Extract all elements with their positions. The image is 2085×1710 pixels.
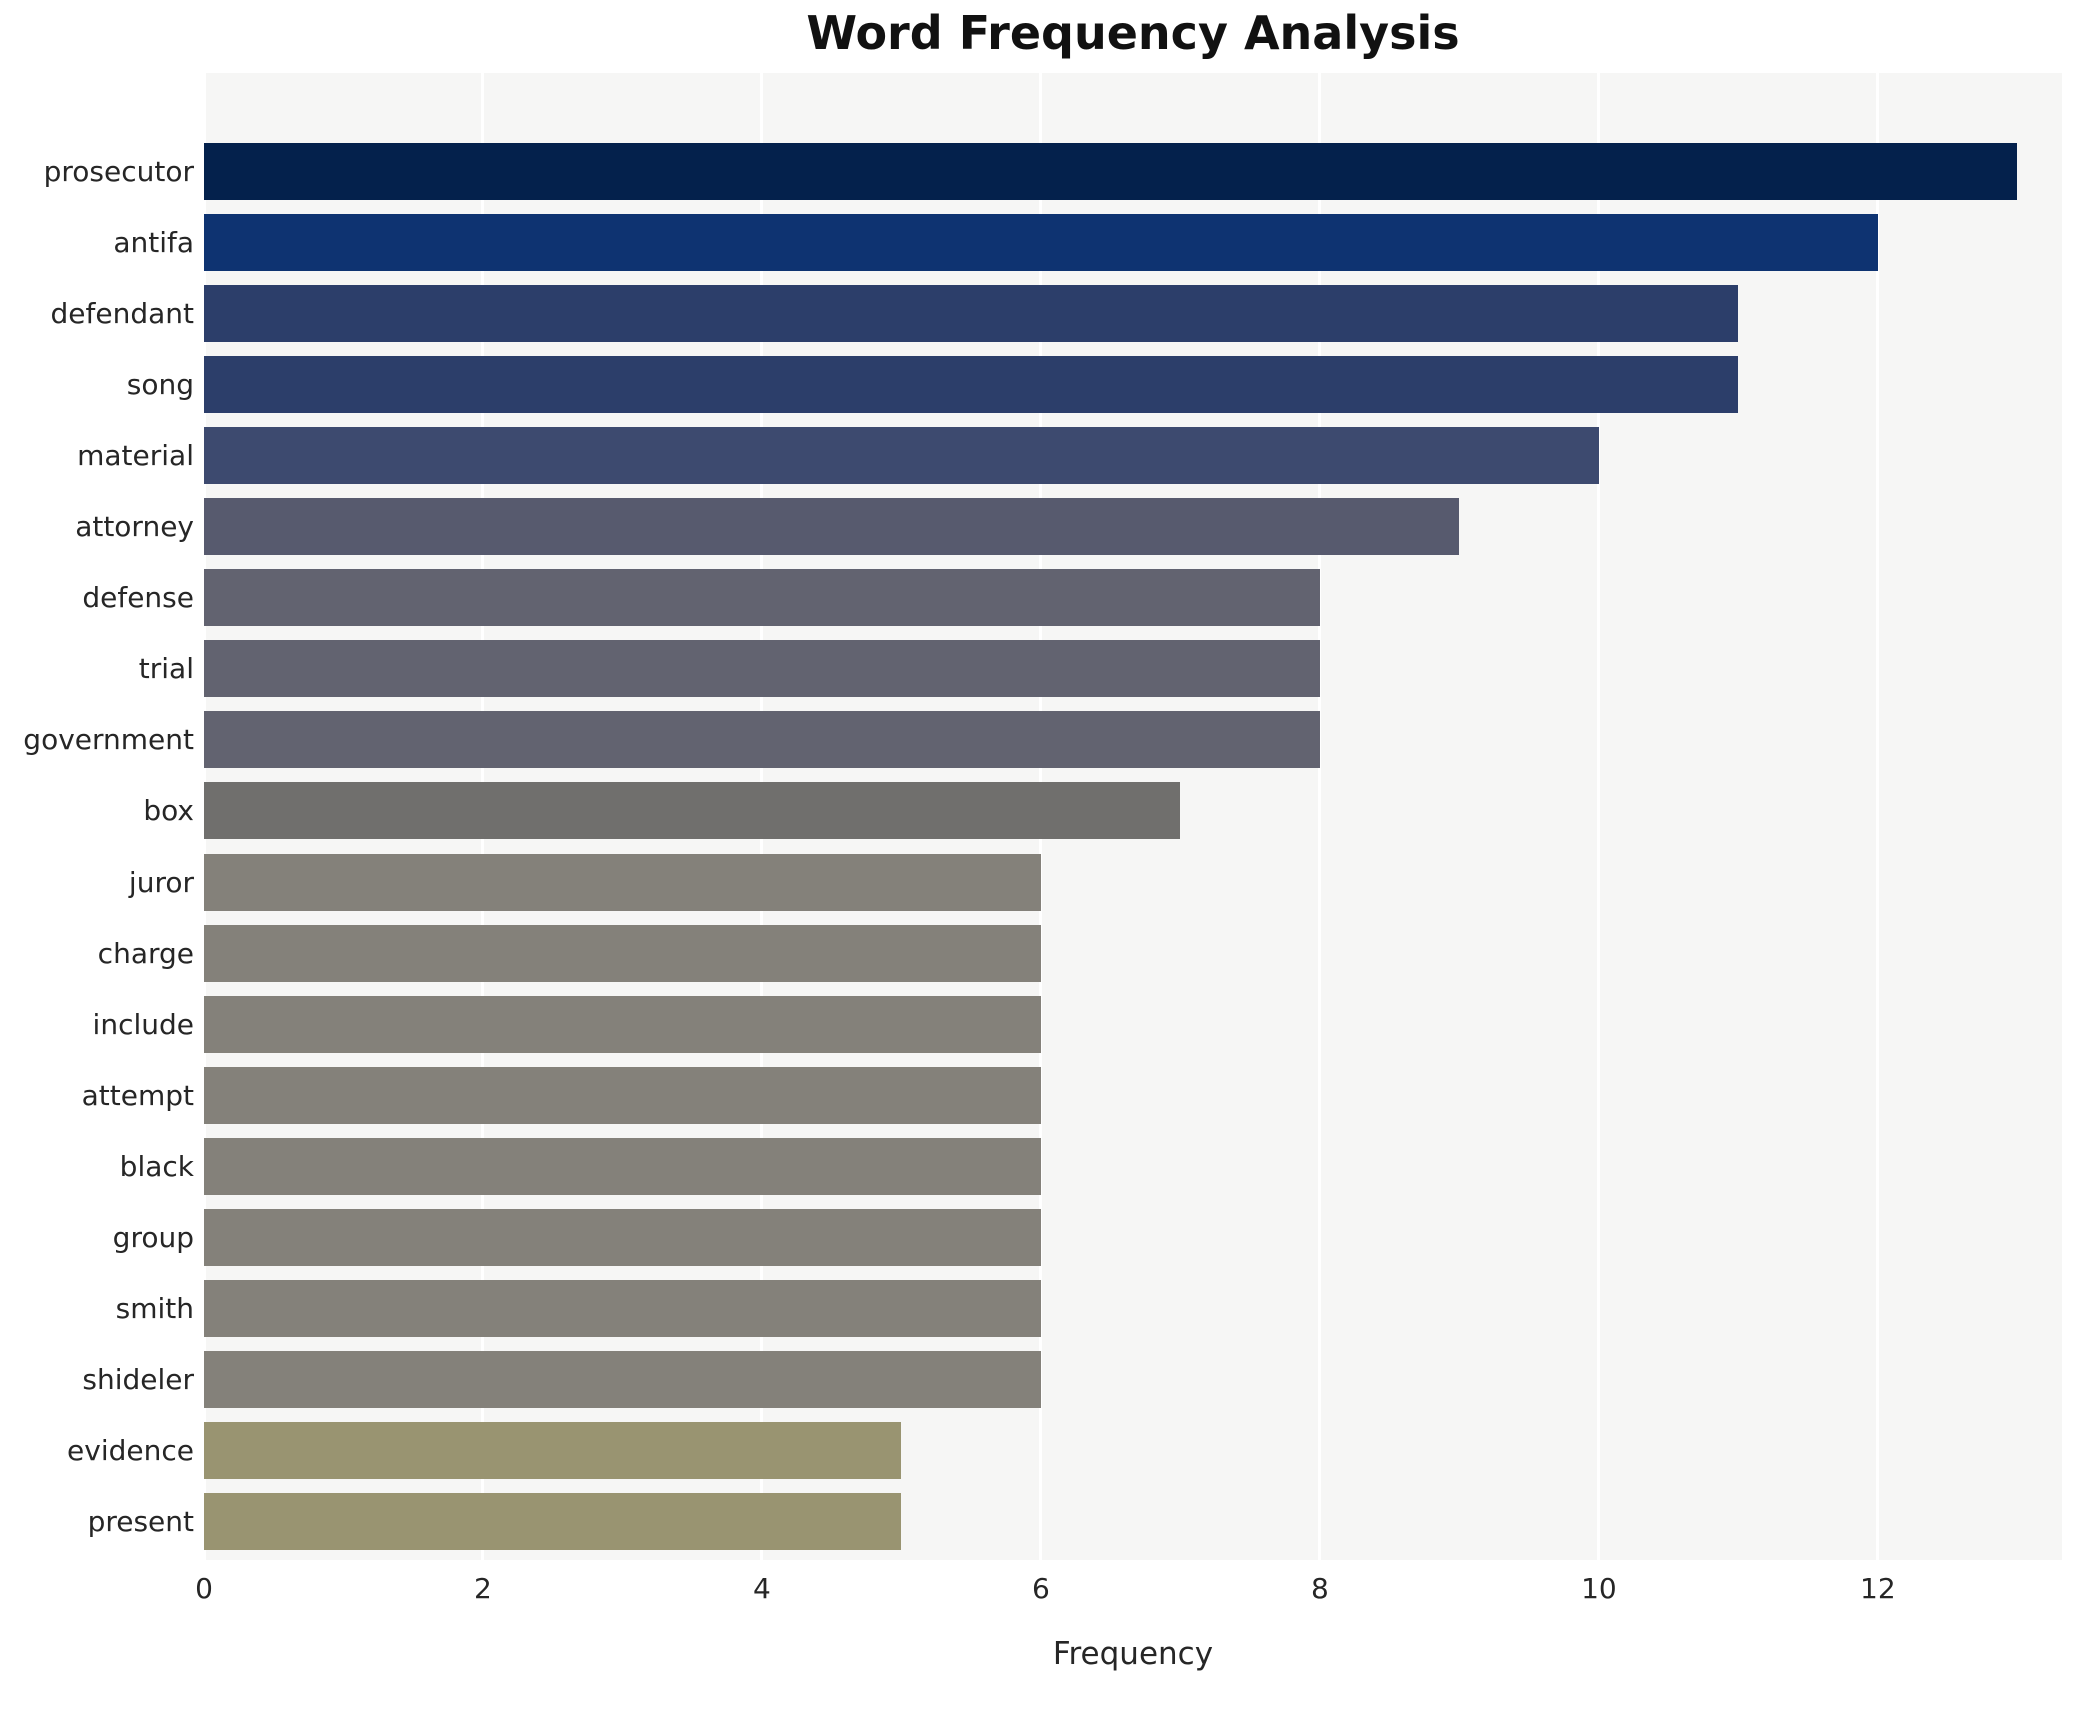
y-tick-label: material <box>77 439 194 473</box>
y-tick-label: antifa <box>113 226 194 260</box>
bar <box>204 924 1041 982</box>
gridline <box>1597 73 1601 1560</box>
y-tick-label: attorney <box>75 510 194 544</box>
x-tick-label: 0 <box>195 1572 213 1605</box>
y-tick-label: group <box>112 1220 194 1254</box>
x-tick-label: 2 <box>474 1572 492 1605</box>
bar <box>204 995 1041 1053</box>
y-tick-label: smith <box>115 1291 194 1325</box>
y-tick-label: evidence <box>67 1433 194 1467</box>
bar <box>204 1137 1041 1195</box>
y-tick-label: charge <box>97 936 194 970</box>
x-axis-tick-labels: 0 2 4 6 8 10 12 <box>0 1572 2085 1612</box>
y-tick-label: shideler <box>82 1362 194 1396</box>
bar <box>204 214 1878 272</box>
bar <box>204 569 1320 627</box>
y-tick-label: defendant <box>50 297 195 331</box>
y-tick-label: song <box>126 368 194 402</box>
y-tick-label: present <box>87 1504 194 1538</box>
bar <box>204 1492 902 1550</box>
gridline <box>1876 73 1880 1560</box>
y-tick-label: include <box>92 1007 194 1041</box>
x-tick-label: 10 <box>1581 1572 1617 1605</box>
y-tick-label: juror <box>128 865 194 899</box>
bar <box>204 427 1599 485</box>
x-axis-title: Frequency <box>1052 1636 1214 1672</box>
bar <box>204 1350 1041 1408</box>
bar <box>204 1208 1041 1266</box>
y-tick-label: trial <box>138 652 194 686</box>
bar <box>204 1066 1041 1124</box>
y-tick-label: black <box>119 1149 194 1183</box>
y-tick-label: attempt <box>81 1078 194 1112</box>
x-tick-label: 4 <box>753 1572 771 1605</box>
bar <box>204 640 1320 698</box>
x-tick-label: 8 <box>1310 1572 1329 1605</box>
plot-area <box>202 73 2062 1560</box>
bar <box>204 1421 902 1479</box>
bar <box>204 853 1041 911</box>
x-tick-label: 12 <box>1860 1572 1896 1605</box>
y-tick-label: defense <box>82 581 194 615</box>
y-tick-label: government <box>23 723 194 757</box>
bar <box>204 143 2018 200</box>
gridline <box>1318 73 1322 1560</box>
y-tick-label: prosecutor <box>43 155 194 188</box>
bar <box>204 711 1320 769</box>
bar <box>204 498 1460 556</box>
chart-title: Word Frequency Analysis <box>806 6 1460 60</box>
bar <box>204 356 1739 414</box>
y-axis-labels: prosecutor antifa defendant song material att… <box>0 73 194 1560</box>
y-tick-label: box <box>143 794 194 828</box>
bar <box>204 1279 1041 1337</box>
bar <box>204 782 1181 840</box>
bar <box>204 285 1739 343</box>
x-tick-label: 6 <box>1032 1572 1050 1605</box>
